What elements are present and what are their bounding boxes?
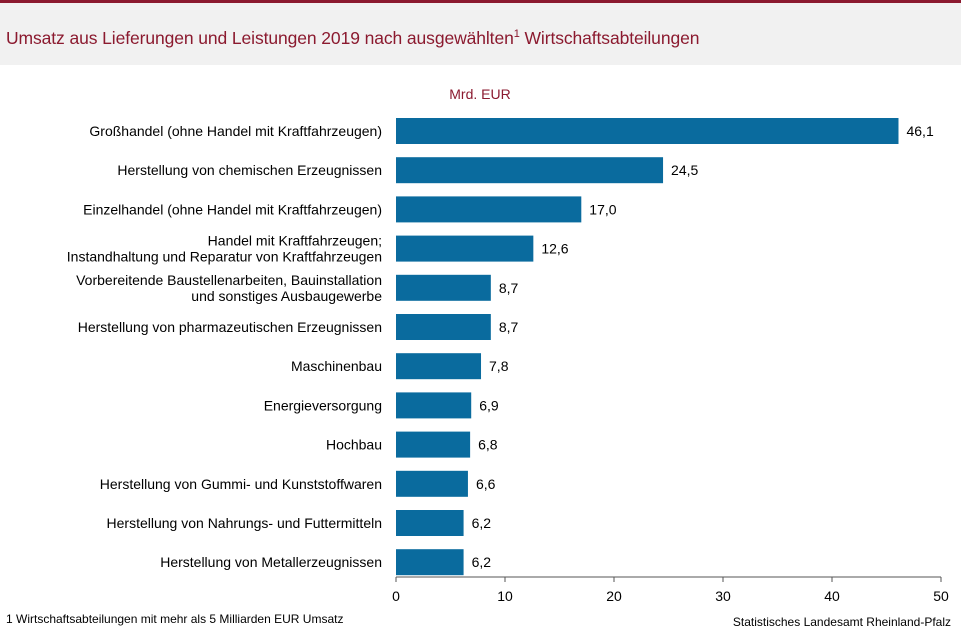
category-label-8: Energieversorgung bbox=[264, 397, 382, 413]
value-label-1: 46,1 bbox=[906, 123, 933, 139]
category-label-12: Herstellung von Metallerzeugnissen bbox=[160, 554, 382, 570]
value-label-8: 6,9 bbox=[479, 397, 499, 413]
category-label-4-line-2: Instandhaltung und Reparatur von Kraftfa… bbox=[67, 249, 382, 265]
value-label-12: 6,2 bbox=[472, 554, 492, 570]
value-label-2: 24,5 bbox=[671, 162, 698, 178]
x-tick-label-50: 50 bbox=[933, 588, 949, 604]
bar-7 bbox=[396, 353, 482, 380]
category-label-1: Großhandel (ohne Handel mit Kraftfahrzeu… bbox=[89, 123, 382, 139]
category-label-9: Hochbau bbox=[326, 437, 382, 453]
bar-5 bbox=[396, 274, 491, 301]
x-axis: 0 10 20 30 40 50 bbox=[392, 576, 949, 604]
value-label-6: 8,7 bbox=[499, 319, 519, 335]
bar-10 bbox=[396, 470, 468, 497]
category-label-10: Herstellung von Gummi- und Kunststoffwar… bbox=[100, 476, 382, 492]
bar-chart: Mrd. EUR 46,1 Großhandel (ohne Handel mit… bbox=[67, 86, 949, 604]
x-tick-label-0: 0 bbox=[392, 588, 400, 604]
bar-8 bbox=[396, 392, 472, 419]
title-band bbox=[0, 3, 961, 65]
value-label-4: 12,6 bbox=[541, 241, 568, 257]
value-label-7: 7,8 bbox=[489, 358, 509, 374]
bar-1 bbox=[396, 118, 899, 144]
source-note: Statistisches Landesamt Rheinland-Pfalz bbox=[732, 615, 951, 629]
bar-11 bbox=[396, 510, 464, 536]
bar-12 bbox=[396, 549, 464, 576]
x-tick-label-20: 20 bbox=[606, 588, 622, 604]
value-label-10: 6,6 bbox=[476, 476, 496, 492]
bar-6 bbox=[396, 314, 491, 340]
x-tick-label-10: 10 bbox=[497, 588, 513, 604]
category-label-11: Herstellung von Nahrungs- und Futtermitt… bbox=[107, 515, 382, 531]
value-label-9: 6,8 bbox=[478, 437, 498, 453]
category-label-5-line-2: und sonstiges Ausbaugewerbe bbox=[191, 288, 382, 304]
chart-title-footnote-mark: 1 bbox=[513, 28, 520, 40]
category-label-3: Einzelhandel (ohne Handel mit Kraftfahrz… bbox=[83, 201, 382, 217]
bars-group: 46,1 Großhandel (ohne Handel mit Kraftfah… bbox=[67, 118, 934, 576]
category-label-7: Maschinenbau bbox=[291, 358, 382, 374]
bar-9 bbox=[396, 431, 471, 458]
top-rule bbox=[0, 0, 961, 3]
value-label-5: 8,7 bbox=[499, 280, 519, 296]
bar-4 bbox=[396, 235, 534, 262]
x-tick-label-40: 40 bbox=[824, 588, 840, 604]
chart-title-tail: Wirtschaftsabteilungen bbox=[519, 28, 700, 48]
unit-label: Mrd. EUR bbox=[449, 86, 510, 102]
value-label-11: 6,2 bbox=[472, 515, 492, 531]
category-label-6: Herstellung von pharmazeutischen Erzeugn… bbox=[78, 319, 382, 335]
category-label-2: Herstellung von chemischen Erzeugnissen bbox=[117, 162, 382, 178]
x-tick-label-30: 30 bbox=[715, 588, 731, 604]
value-label-3: 17,0 bbox=[589, 201, 616, 217]
category-label-4-line-1: Handel mit Kraftfahrzeugen; bbox=[208, 233, 382, 249]
footnote: 1 Wirtschaftsabteilungen mit mehr als 5 … bbox=[6, 612, 344, 626]
chart-title-main: Umsatz aus Lieferungen und Leistungen 20… bbox=[6, 28, 514, 48]
bar-2 bbox=[396, 157, 664, 184]
category-label-5-line-1: Vorbereitende Baustellenarbeiten, Bauins… bbox=[76, 272, 382, 288]
chart-title: Umsatz aus Lieferungen und Leistungen 20… bbox=[6, 28, 699, 49]
bar-3 bbox=[396, 196, 582, 223]
